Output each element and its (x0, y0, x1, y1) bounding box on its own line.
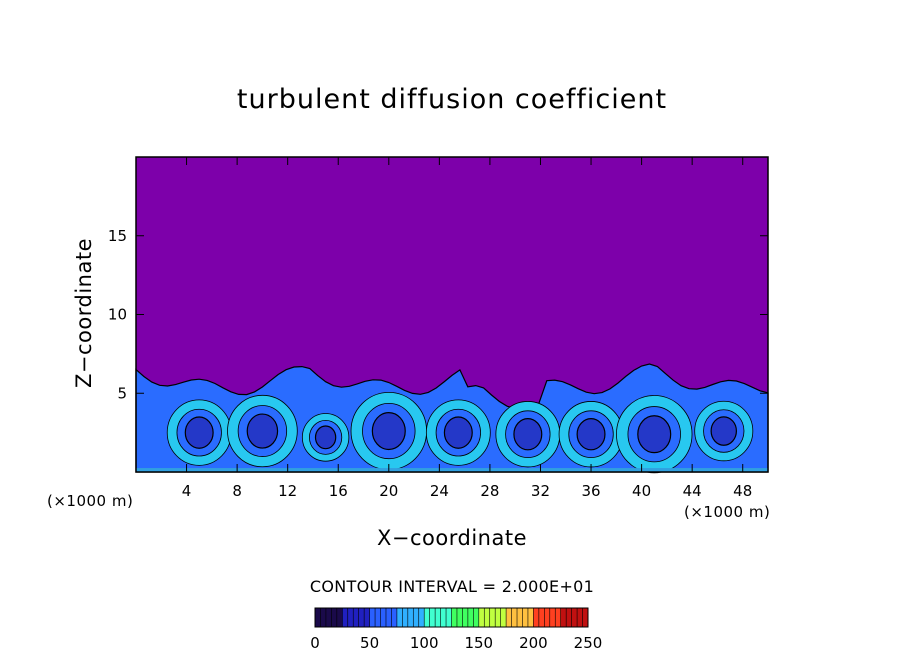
y-tick-label: 15 (108, 227, 127, 245)
x-tick-label: 40 (632, 482, 651, 500)
chart-title: turbulent diffusion coefficient (236, 84, 668, 115)
eddy-core (513, 418, 543, 451)
x-tick-label: 32 (531, 482, 550, 500)
colorbar-tick-label: 100 (410, 634, 439, 652)
colorbar-tick-label: 0 (310, 634, 320, 652)
x-tick-label: 8 (232, 482, 242, 500)
colorbar-segment (424, 608, 452, 627)
surface-layer (136, 468, 768, 472)
colorbar-segment (506, 608, 534, 627)
x-tick-label: 16 (329, 482, 348, 500)
eddy-core (246, 413, 279, 449)
x-axis-label: X−coordinate (377, 526, 527, 550)
x-unit-label-left: (×1000 m) (47, 492, 134, 510)
colorbar-tick-label: 250 (574, 634, 603, 652)
contour-interval-label: CONTOUR INTERVAL = 2.000E+01 (309, 577, 595, 596)
colorbar-tick-label: 150 (464, 634, 493, 652)
eddy-core (637, 415, 672, 454)
eddy-core (314, 425, 337, 450)
x-tick-label: 36 (581, 482, 600, 500)
x-tick-label: 44 (683, 482, 702, 500)
colorbar-segment (451, 608, 480, 627)
eddy-core (184, 416, 214, 449)
colorbar-segment (396, 608, 425, 627)
colorbar-segment (315, 608, 343, 627)
x-unit-label-right: (×1000 m) (684, 503, 771, 521)
colorbar-frame (314, 607, 589, 628)
x-tick-label: 4 (182, 482, 192, 500)
eddy-core (710, 416, 737, 446)
eddy-core (576, 418, 606, 451)
x-tick-label: 24 (430, 482, 449, 500)
x-tick-label: 48 (733, 482, 752, 500)
y-tick-label: 5 (117, 384, 127, 402)
colorbar-tick-label: 50 (360, 634, 379, 652)
y-axis-label: Z−coordinate (72, 238, 96, 388)
x-tick-label: 12 (278, 482, 297, 500)
x-tick-label: 20 (379, 482, 398, 500)
colorbar-segment (478, 608, 507, 627)
colorbar-segment (533, 608, 562, 627)
eddy-core (371, 412, 406, 451)
y-tick-label: 10 (108, 306, 127, 324)
eddy-core (443, 416, 473, 449)
colorbar-tick-label: 200 (519, 634, 548, 652)
colorbar-segment (369, 608, 398, 627)
colorbar-segment (560, 608, 589, 627)
colorbar-segment (342, 608, 371, 627)
x-tick-label: 28 (480, 482, 499, 500)
